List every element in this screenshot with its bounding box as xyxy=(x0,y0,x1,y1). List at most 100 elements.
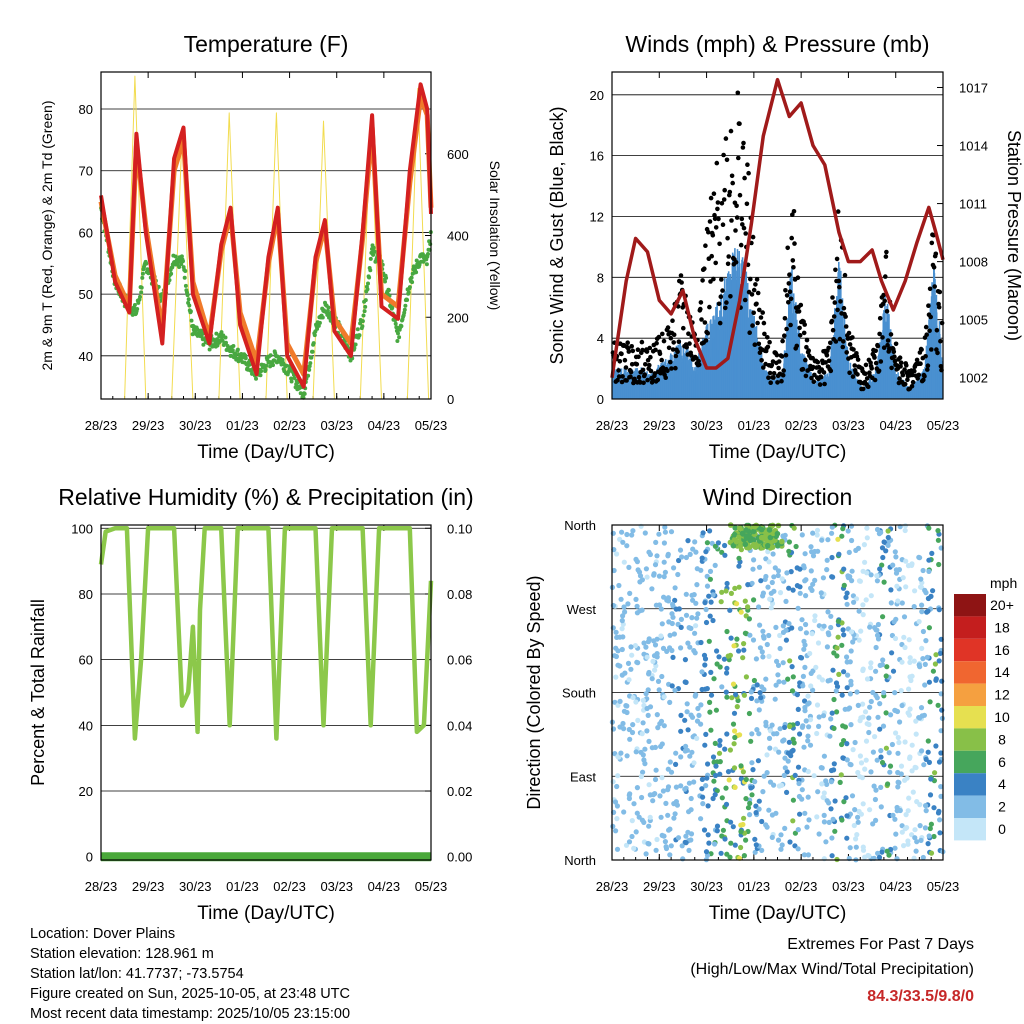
direction-point xyxy=(933,676,939,682)
colorbar-label: 16 xyxy=(994,642,1010,658)
colorbar-label: 4 xyxy=(998,776,1006,792)
direction-point xyxy=(721,656,728,662)
direction-point xyxy=(653,539,659,546)
gust-point xyxy=(933,251,939,257)
y2-tick-label: 0.04 xyxy=(447,718,472,733)
direction-point xyxy=(656,602,663,608)
direction-point xyxy=(676,557,682,564)
direction-point xyxy=(860,666,866,672)
y-tick-label: 40 xyxy=(79,349,93,364)
direction-point xyxy=(729,695,735,701)
direction-point xyxy=(749,731,755,737)
direction-point xyxy=(850,639,856,645)
direction-point xyxy=(754,682,760,688)
direction-point xyxy=(890,668,897,674)
direction-point xyxy=(737,543,744,549)
y-tick-label: 60 xyxy=(79,653,93,668)
direction-point xyxy=(878,754,884,760)
gust-point xyxy=(744,201,750,207)
gust-point xyxy=(794,343,800,349)
direction-point xyxy=(853,596,860,602)
direction-point xyxy=(887,769,893,775)
direction-point xyxy=(678,754,684,760)
direction-point xyxy=(849,568,855,574)
direction-point xyxy=(705,832,711,838)
direction-point xyxy=(678,645,684,651)
direction-point xyxy=(683,840,689,846)
gust-point xyxy=(796,309,802,314)
gust-point xyxy=(698,306,703,312)
colorbar-title: mph xyxy=(990,575,1017,591)
direction-point xyxy=(707,568,714,575)
gust-point xyxy=(760,310,765,315)
direction-point xyxy=(707,528,713,534)
gust-point xyxy=(714,160,720,166)
direction-point xyxy=(803,593,809,599)
dewpoint-point xyxy=(406,290,411,295)
direction-point xyxy=(848,523,855,529)
direction-point xyxy=(814,730,820,737)
direction-point xyxy=(622,609,628,615)
direction-point xyxy=(833,688,839,694)
direction-point xyxy=(722,552,728,558)
direction-point xyxy=(699,686,705,693)
direction-point xyxy=(920,656,926,662)
dewpoint-point xyxy=(181,259,185,264)
gust-point xyxy=(882,298,887,304)
direction-point xyxy=(731,765,738,771)
gust-point xyxy=(687,341,692,346)
direction-point xyxy=(688,625,694,632)
direction-point xyxy=(645,712,651,719)
colorbar-box xyxy=(954,638,986,662)
direction-point xyxy=(935,528,941,534)
gust-point xyxy=(875,343,881,349)
direction-point xyxy=(666,827,672,833)
direction-point xyxy=(655,678,662,685)
dewpoint-point xyxy=(312,333,317,338)
direction-point xyxy=(667,645,673,651)
gust-point xyxy=(863,371,868,377)
direction-point xyxy=(615,648,621,654)
gust-point xyxy=(711,276,716,282)
gust-point xyxy=(737,192,743,198)
direction-point xyxy=(876,854,883,861)
direction-point xyxy=(880,657,886,663)
direction-point xyxy=(717,742,723,748)
direction-point xyxy=(918,584,924,590)
direction-point xyxy=(871,783,877,789)
direction-point xyxy=(777,590,784,596)
direction-point xyxy=(756,564,763,570)
dewpoint-point xyxy=(325,308,330,313)
direction-point xyxy=(898,763,905,769)
dewpoint-point xyxy=(179,262,184,266)
direction-point xyxy=(778,846,784,852)
x-tick-label: 30/23 xyxy=(179,879,212,894)
direction-point xyxy=(913,718,919,724)
gust-point xyxy=(723,136,729,141)
direction-point xyxy=(615,754,621,760)
direction-point xyxy=(644,574,650,580)
direction-point xyxy=(779,538,785,545)
gust-point xyxy=(803,357,808,363)
direction-point xyxy=(737,525,743,531)
direction-point xyxy=(783,598,789,605)
direction-point xyxy=(840,526,846,532)
direction-point xyxy=(933,652,939,658)
dewpoint-point xyxy=(420,252,425,257)
direction-point xyxy=(771,574,777,580)
direction-point xyxy=(904,825,910,831)
gust-point xyxy=(630,348,636,354)
direction-point xyxy=(888,587,894,593)
direction-point xyxy=(816,723,822,730)
direction-point xyxy=(881,690,887,696)
direction-point xyxy=(920,567,926,574)
dewpoint-point xyxy=(144,261,149,266)
direction-point xyxy=(757,645,764,651)
direction-point xyxy=(751,597,757,603)
direction-point xyxy=(901,614,908,620)
direction-point xyxy=(834,709,840,715)
direction-point xyxy=(628,666,634,672)
colorbar-label: 0 xyxy=(998,821,1006,837)
direction-point xyxy=(921,762,927,768)
gust-point xyxy=(696,358,701,364)
